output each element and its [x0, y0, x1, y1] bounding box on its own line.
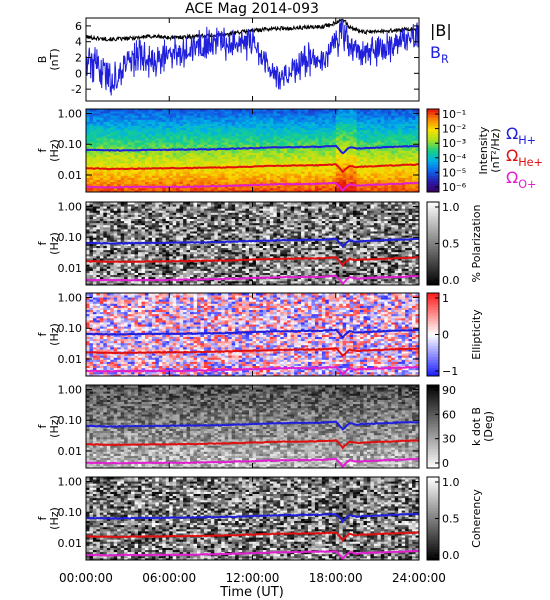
y-tick-label: 4	[75, 36, 82, 49]
field-legend: |B| BR	[430, 21, 452, 66]
cyclotron-curve-oplus	[85, 181, 420, 193]
y-tick-label: 1.00	[58, 383, 83, 396]
colorbar-coherency: 1.0 0.5 0.0 Coherency	[426, 476, 483, 562]
panel-polarization: 1.00 0.10 0.01 f(Hz) 1.0 0.5 0.0 % Polarization	[36, 200, 483, 287]
panel-intensity: 1.000.100.01f(Hz)10⁻¹10⁻²10⁻³10⁻⁴10⁻⁵10⁻…	[36, 107, 543, 194]
colorbar-title-coherency: Coherency	[470, 489, 483, 548]
y-axis-label: f(Hz)	[36, 139, 61, 162]
colorbar-title-ellipticity: Ellipticity	[470, 309, 483, 360]
x-tick-label: 12:00:00	[226, 571, 280, 585]
colorbar-tick-label: 0.5	[442, 513, 460, 526]
colorbar-polarization: 1.0 0.5 0.0 % Polarization	[426, 201, 483, 287]
heatmap-cells-kdotb	[86, 385, 420, 469]
heatmap-cells-intensity	[86, 109, 420, 193]
x-tick-label: 18:00:00	[309, 571, 363, 585]
legend-entry-b-magnitude: |B|	[430, 21, 452, 40]
legend-entry-omega-heplus: ΩHe+	[506, 146, 543, 169]
colorbar-tick-label: 1.0	[442, 476, 460, 489]
x-tick-label: 00:00:00	[59, 571, 113, 585]
heatmap-cells-polarization	[86, 202, 420, 286]
colorbar-kdotb: 90 60 30 0 k dot B(Deg)	[426, 384, 495, 470]
colorbar-tick-label: 0	[442, 329, 449, 342]
y-axis-label: f(Hz)	[36, 232, 61, 255]
y-tick-label: 1.00	[58, 475, 83, 488]
colorbar-tick-label: 10⁻²	[442, 123, 466, 136]
x-tick-label: 24:00:00	[392, 571, 446, 585]
y-tick-label: 1.00	[58, 291, 83, 304]
y-tick-label: 0.10	[58, 322, 83, 335]
y-tick-label: 1.00	[58, 200, 83, 213]
legend-entry-omega-hplus: ΩH+	[506, 124, 536, 147]
panel-kdotb: 1.00 0.10 0.01 f(Hz) 90 60 30 0 k dot B(Deg)	[36, 383, 495, 470]
cyclotron-curve-oplus	[85, 549, 420, 561]
series-line-b-r	[85, 18, 420, 96]
colorbar-tick-label: 10⁻¹	[442, 108, 466, 121]
y-tick-label: 0.01	[58, 537, 83, 550]
colorbar-tick-label: 0	[442, 457, 449, 470]
colorbar-title-intensity: Intensity(nT²/Hz)	[477, 126, 502, 174]
y-axis-label: f(Hz)	[36, 323, 61, 346]
y-tick-label: 0.01	[58, 445, 83, 458]
y-tick-label: 0.10	[58, 506, 83, 519]
colorbar-tick-label: 1.0	[442, 201, 460, 214]
y-tick-label: 0.01	[58, 169, 83, 182]
y-tick-label: 1.00	[58, 107, 83, 120]
colorbar-tick-label: 60	[442, 408, 456, 421]
cyclotron-curve-heplus	[85, 163, 420, 174]
y-tick-label: 0.10	[58, 414, 83, 427]
colorbar-tick-label: 10⁻³	[442, 137, 466, 150]
colorbar-tick-label: 0.5	[442, 238, 460, 251]
colorbar-title-kdotb: k dot B(Deg)	[470, 407, 495, 446]
cyclotron-curve-hplus	[85, 144, 420, 155]
colorbar-tick-label: 1	[442, 292, 449, 305]
cyclotron-curve-oplus	[85, 457, 420, 469]
colorbar-tick-label: 10⁻⁵	[442, 166, 466, 179]
x-axis-label: Time (UT)	[219, 585, 284, 600]
colorbar-tick-label: 10⁻⁴	[442, 152, 467, 165]
panel-ellipticity: 1.00 0.10 0.01 f(Hz) 1 0 −1 Ellipticity	[36, 291, 483, 378]
colorbar-tick-label: 0.0	[442, 549, 460, 562]
y-tick-label: 0.01	[58, 353, 83, 366]
cyclotron-curve-heplus	[85, 531, 420, 542]
colorbar-tick-label: 10⁻⁶	[442, 181, 467, 194]
panel-coherency: 1.00 0.10 0.01 f(Hz) 1.0 0.5 0.0 Coherency	[36, 475, 483, 562]
x-tick-label: 06:00:00	[142, 571, 196, 585]
panel-field: -2 0 2 4 6 B(nT) |B| BR	[36, 17, 452, 102]
colorbar-tick-label: −1	[442, 365, 458, 378]
panels-group: -20246B(nT)|B|BR1.000.100.01f(Hz)10⁻¹10⁻…	[36, 17, 543, 562]
y-tick-label: 0	[75, 67, 82, 80]
colorbar-intensity: 10⁻¹ 10⁻²10⁻³ 10⁻⁴10⁻⁵ 10⁻⁶ Intensity(nT²/Hz…	[426, 108, 502, 194]
time-axis: 00:00:00 06:00:00 12:00:00 18:00:00 24:00:00	[59, 18, 446, 585]
cyclotron-legend: ΩH+ΩHe+ΩO+	[506, 124, 543, 191]
cyclotron-curve-hplus	[85, 512, 420, 524]
y-tick-label: 2	[75, 52, 82, 65]
figure-title: ACE Mag 2014-093	[185, 1, 319, 17]
cyclotron-curve-oplus	[85, 274, 420, 286]
y-tick-label: 6	[75, 20, 82, 33]
cyclotron-curve-hplus	[85, 420, 420, 431]
y-tick-label: 0.10	[58, 138, 83, 151]
cyclotron-curve-heplus	[85, 256, 419, 267]
cyclotron-curve-oplus	[85, 365, 419, 376]
colorbar-tick-label: 0.0	[442, 274, 460, 287]
legend-entry-omega-oplus: ΩO+	[506, 168, 536, 191]
y-tick-label: 0.10	[58, 231, 83, 244]
cyclotron-curve-hplus	[85, 237, 420, 249]
colorbar-title-polarization: % Polarization	[470, 205, 483, 283]
cyclotron-curve-hplus	[85, 328, 420, 340]
colorbar-tick-label: 90	[442, 384, 456, 397]
colorbar-tick-label: 30	[442, 433, 456, 446]
colorbar-ellipticity: 1 0 −1 Ellipticity	[426, 292, 483, 378]
y-tick-label: -2	[71, 83, 82, 96]
cyclotron-curve-heplus	[85, 438, 420, 450]
y-axis-label: f(Hz)	[36, 415, 61, 438]
legend-entry-b-r: BR	[430, 43, 449, 66]
y-tick-label: 0.01	[58, 262, 83, 275]
y-axis-label: f(Hz)	[36, 507, 61, 530]
y-axis-label: B(nT)	[36, 48, 61, 70]
cyclotron-curve-heplus	[85, 347, 420, 357]
